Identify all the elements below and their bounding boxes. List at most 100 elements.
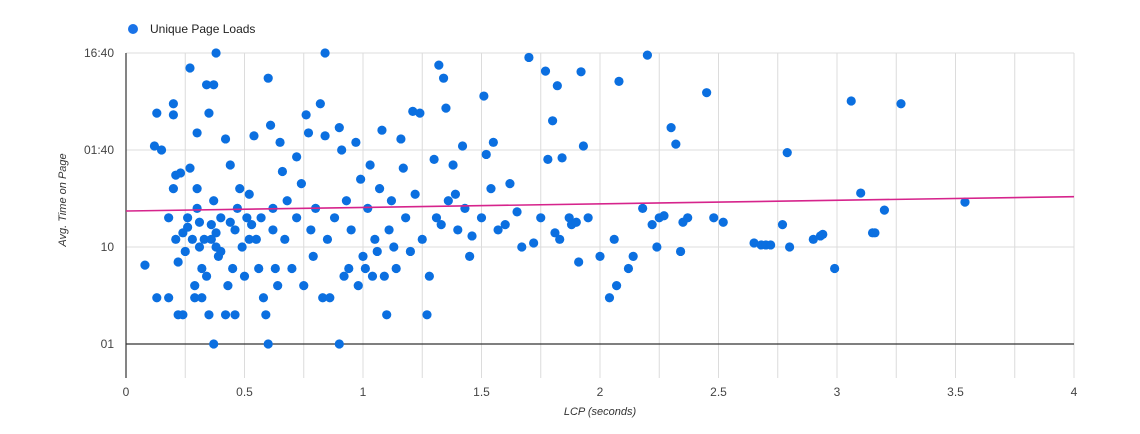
data-point[interactable]	[505, 179, 515, 189]
data-point[interactable]	[830, 263, 840, 274]
data-point[interactable]	[628, 251, 638, 262]
data-point[interactable]	[334, 339, 344, 349]
data-point[interactable]	[367, 271, 378, 281]
data-point[interactable]	[524, 52, 534, 63]
data-point[interactable]	[244, 234, 254, 244]
data-point[interactable]	[287, 263, 297, 274]
data-point[interactable]	[351, 137, 361, 147]
data-point[interactable]	[846, 96, 856, 106]
data-point[interactable]	[481, 149, 491, 160]
data-point[interactable]	[168, 99, 178, 109]
data-point[interactable]	[209, 196, 219, 206]
data-point[interactable]	[517, 242, 527, 252]
data-point[interactable]	[512, 207, 522, 217]
data-point[interactable]	[344, 263, 354, 274]
data-point[interactable]	[301, 110, 311, 120]
data-point[interactable]	[405, 246, 415, 257]
data-point[interactable]	[152, 293, 162, 303]
data-point[interactable]	[180, 246, 190, 257]
data-point[interactable]	[574, 257, 584, 267]
data-point[interactable]	[377, 125, 387, 135]
data-point[interactable]	[870, 228, 880, 238]
data-point[interactable]	[308, 251, 318, 262]
data-point[interactable]	[270, 263, 280, 274]
data-point[interactable]	[410, 189, 420, 199]
data-point[interactable]	[273, 281, 283, 291]
data-point[interactable]	[550, 228, 560, 238]
data-point[interactable]	[457, 141, 468, 151]
data-point[interactable]	[190, 293, 200, 303]
data-point[interactable]	[244, 189, 254, 199]
data-point[interactable]	[441, 103, 451, 113]
data-point[interactable]	[275, 137, 285, 147]
data-point[interactable]	[192, 184, 202, 194]
data-point[interactable]	[540, 66, 551, 76]
data-point[interactable]	[652, 242, 662, 252]
data-point[interactable]	[318, 293, 328, 303]
data-point[interactable]	[467, 231, 477, 241]
data-point[interactable]	[225, 217, 235, 227]
data-point[interactable]	[173, 257, 183, 267]
data-point[interactable]	[424, 271, 434, 281]
data-point[interactable]	[249, 131, 259, 141]
data-point[interactable]	[583, 213, 593, 223]
data-point[interactable]	[571, 217, 581, 227]
data-point[interactable]	[263, 73, 273, 83]
data-point[interactable]	[306, 225, 316, 235]
data-point[interactable]	[228, 263, 238, 274]
data-point[interactable]	[675, 246, 686, 257]
data-point[interactable]	[346, 225, 356, 235]
data-point[interactable]	[192, 128, 202, 138]
data-point[interactable]	[201, 80, 212, 90]
data-point[interactable]	[671, 139, 681, 149]
data-point[interactable]	[476, 213, 487, 223]
data-point[interactable]	[360, 263, 370, 274]
data-point[interactable]	[322, 234, 333, 244]
data-point[interactable]	[164, 293, 174, 303]
data-point[interactable]	[254, 263, 264, 274]
data-point[interactable]	[555, 234, 565, 244]
data-point[interactable]	[235, 184, 245, 194]
data-point[interactable]	[374, 184, 385, 194]
data-point[interactable]	[548, 116, 558, 126]
data-point[interactable]	[642, 50, 653, 60]
data-point[interactable]	[140, 260, 150, 270]
data-point[interactable]	[389, 242, 399, 252]
data-point[interactable]	[247, 220, 257, 230]
data-point[interactable]	[334, 123, 344, 133]
data-point[interactable]	[149, 141, 160, 151]
data-point[interactable]	[609, 234, 619, 244]
data-point[interactable]	[543, 154, 553, 165]
data-point[interactable]	[766, 240, 776, 250]
data-point[interactable]	[258, 293, 269, 303]
data-point[interactable]	[280, 234, 290, 244]
data-point[interactable]	[365, 160, 375, 170]
data-point[interactable]	[666, 123, 676, 133]
data-point[interactable]	[436, 220, 446, 230]
data-point[interactable]	[576, 67, 586, 77]
data-point[interactable]	[211, 228, 221, 238]
data-point[interactable]	[683, 213, 693, 223]
data-point[interactable]	[220, 134, 231, 144]
data-point[interactable]	[448, 160, 458, 170]
data-point[interactable]	[623, 263, 634, 274]
data-point[interactable]	[211, 48, 221, 58]
data-point[interactable]	[453, 225, 463, 235]
data-point[interactable]	[242, 213, 252, 223]
data-point[interactable]	[230, 310, 240, 320]
data-point[interactable]	[818, 229, 828, 239]
data-point[interactable]	[194, 217, 205, 227]
data-point[interactable]	[292, 213, 302, 223]
data-point[interactable]	[363, 203, 373, 213]
data-point[interactable]	[315, 99, 325, 109]
data-point[interactable]	[152, 108, 162, 118]
data-point[interactable]	[171, 234, 181, 244]
data-point[interactable]	[417, 234, 427, 244]
data-point[interactable]	[232, 203, 242, 213]
data-point[interactable]	[434, 60, 444, 70]
data-point[interactable]	[209, 80, 219, 90]
data-point[interactable]	[329, 213, 340, 223]
data-point[interactable]	[194, 242, 205, 252]
data-point[interactable]	[223, 281, 233, 291]
data-point[interactable]	[604, 293, 615, 303]
